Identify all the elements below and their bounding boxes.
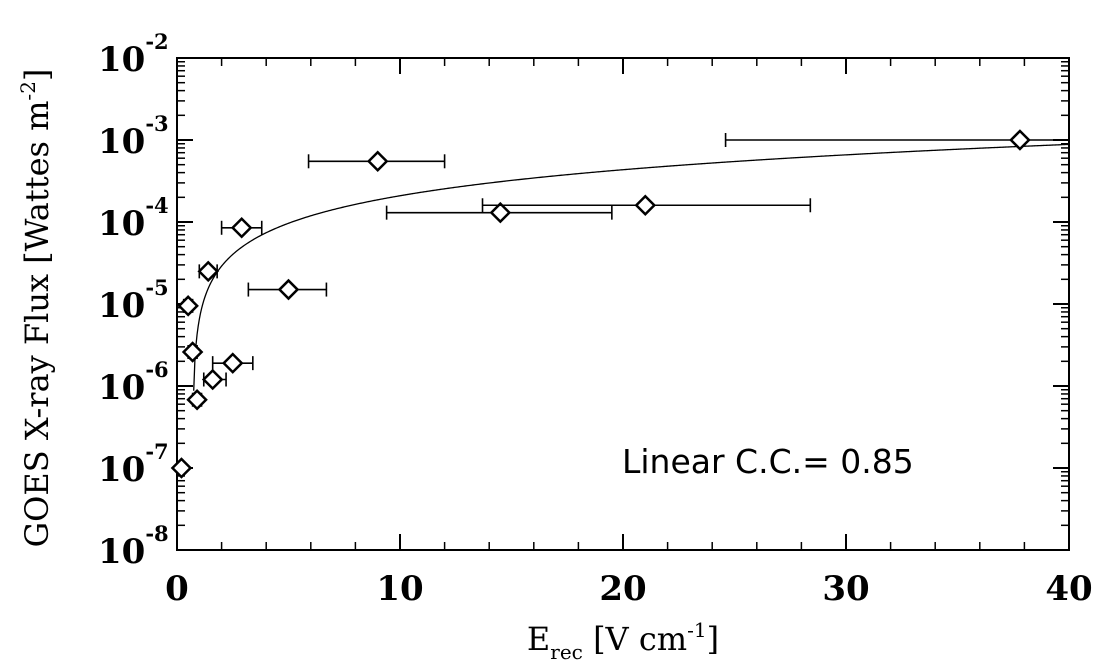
y-tick-label-exponent: -6 <box>145 357 168 382</box>
y-tick-label-base: 10 <box>98 204 145 244</box>
y-tick-label-exponent: -4 <box>145 193 168 218</box>
y-axis-title-sup: -2 <box>16 81 40 100</box>
x-axis-title-rest: [V cm <box>583 620 687 658</box>
x-tick-label: 30 <box>822 569 869 609</box>
diamond-marker <box>181 341 204 363</box>
y-tick-label: 10-7 <box>98 439 169 490</box>
y-axis-title-end: ] <box>18 69 56 81</box>
data-point <box>177 295 199 317</box>
data-point <box>220 217 263 239</box>
y-tick-label-exponent: -5 <box>145 275 168 300</box>
x-axis-title: Erec [V cm-1] <box>527 618 719 664</box>
y-tick-label-exponent: -7 <box>145 439 168 464</box>
data-point <box>170 457 193 479</box>
x-axis-title-end: ] <box>707 620 719 658</box>
data-point <box>201 368 227 391</box>
y-tick-label-exponent: -3 <box>145 111 168 136</box>
y-tick-label-base: 10 <box>98 532 145 572</box>
y-tick-label: 10-5 <box>98 275 169 326</box>
y-axis-title: GOES X-ray Flux [Wattes m-2] <box>16 69 56 548</box>
y-tick-label-base: 10 <box>98 286 145 326</box>
y-axis-title-main: GOES X-ray Flux [Wattes m <box>18 101 56 548</box>
diamond-marker <box>197 260 219 283</box>
diamond-marker <box>201 368 224 391</box>
data-point <box>385 201 613 224</box>
diamond-marker <box>177 295 199 317</box>
x-tick-label: 0 <box>165 569 189 609</box>
data-point <box>724 129 1070 151</box>
x-axis-title-base: E <box>527 620 550 658</box>
diamond-marker <box>221 352 244 374</box>
x-axis-title-sup: -1 <box>687 618 706 642</box>
x-axis-ticks <box>176 58 1070 550</box>
y-tick-label: 10-3 <box>98 111 169 162</box>
y-tick-label-base: 10 <box>98 368 145 408</box>
y-tick-label-exponent: -2 <box>145 29 168 54</box>
diamond-marker <box>1009 129 1031 151</box>
y-axis-tick-labels: 10-810-710-610-510-410-310-2 <box>98 29 169 572</box>
x-tick-label: 20 <box>599 569 646 609</box>
x-axis-title-sub: rec <box>550 640 583 664</box>
data-point <box>307 150 446 173</box>
x-axis-tick-labels: 0 10 20 30 40 <box>165 569 1093 609</box>
data-point <box>181 341 204 363</box>
data-point <box>247 278 328 301</box>
diamond-marker <box>186 388 208 411</box>
diamond-marker <box>230 217 253 239</box>
data-point <box>186 388 208 411</box>
y-tick-label-exponent: -8 <box>145 521 168 546</box>
diamond-marker <box>634 194 657 217</box>
y-tick-label-base: 10 <box>98 450 145 490</box>
diamond-marker <box>277 278 300 301</box>
linear-fit-line <box>193 143 1070 391</box>
y-tick-label: 10-4 <box>98 193 169 244</box>
y-tick-label-base: 10 <box>98 40 145 80</box>
data-points <box>170 129 1070 479</box>
annotation-text: Linear C.C.= 0.85 <box>622 442 914 481</box>
x-tick-label: 40 <box>1045 569 1092 609</box>
y-tick-label: 10-2 <box>98 29 169 80</box>
y-tick-label-base: 10 <box>98 122 145 162</box>
data-point <box>211 352 254 374</box>
data-point <box>481 194 812 217</box>
x-tick-label: 10 <box>376 569 423 609</box>
diamond-marker <box>366 150 389 173</box>
data-point <box>197 260 219 283</box>
diamond-marker <box>170 457 193 479</box>
diamond-marker <box>489 201 512 224</box>
y-tick-label: 10-6 <box>98 357 169 408</box>
y-tick-label: 10-8 <box>98 521 169 572</box>
y-axis-ticks <box>177 57 1069 551</box>
